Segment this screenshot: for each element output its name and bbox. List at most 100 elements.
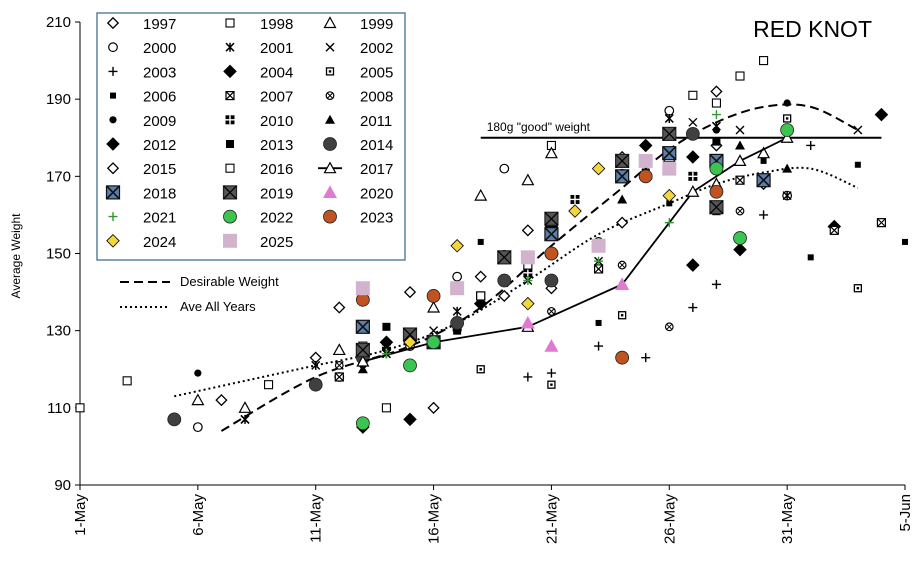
marker-x bbox=[662, 146, 676, 160]
legend-marker bbox=[226, 140, 234, 148]
series-1999-point bbox=[544, 146, 558, 159]
series-2010-point bbox=[688, 171, 698, 181]
series-2007-point bbox=[593, 264, 604, 274]
series-2025-point bbox=[450, 281, 465, 296]
x-tick-label: 11-May bbox=[308, 494, 325, 543]
legend-marker bbox=[325, 91, 335, 100]
series-1999-point bbox=[191, 393, 205, 406]
series-2005-point bbox=[547, 380, 556, 389]
series-2018-point bbox=[355, 319, 370, 334]
series-2003-point bbox=[523, 372, 533, 382]
series-2006-point bbox=[807, 254, 814, 261]
series-2018-point bbox=[544, 227, 559, 242]
legend-label: 2006 bbox=[143, 89, 176, 106]
series-2024-point bbox=[521, 296, 535, 311]
marker-hatch bbox=[544, 211, 559, 226]
y-tick-label: 130 bbox=[46, 323, 71, 340]
series-2025-point bbox=[662, 161, 677, 176]
marker-hatch bbox=[334, 372, 344, 382]
legend-marker bbox=[323, 209, 337, 224]
legend-label: 2003 bbox=[143, 64, 176, 81]
series-2022-point bbox=[355, 416, 370, 431]
series-2003-point bbox=[806, 140, 816, 150]
series-1998-point bbox=[75, 403, 85, 413]
series-2007-point bbox=[735, 175, 745, 185]
series-2003-point bbox=[641, 353, 651, 363]
series-2014-point bbox=[685, 126, 700, 141]
axes: 90 110 130 150 170 190 210 1-May 6-May 11-May 16-M… bbox=[46, 14, 914, 544]
series-2006-point bbox=[760, 157, 767, 164]
series-1999-point bbox=[332, 343, 346, 356]
series-2022-point bbox=[709, 161, 724, 176]
series-2025-point bbox=[591, 238, 606, 253]
legend-marker bbox=[225, 163, 235, 173]
series-2021-point bbox=[381, 349, 391, 359]
marker-hatch bbox=[336, 362, 343, 369]
series-2006-point bbox=[595, 319, 602, 326]
x-tick-label: 21-May bbox=[543, 494, 560, 545]
series-2012-point bbox=[686, 150, 700, 164]
series-2005-point bbox=[617, 311, 627, 320]
legend-marker bbox=[105, 185, 121, 200]
series-2021-point bbox=[594, 256, 604, 266]
chart-title: RED KNOT bbox=[753, 16, 872, 42]
series-2000-point bbox=[192, 422, 203, 433]
marker-x bbox=[356, 320, 370, 334]
series-2021-point bbox=[523, 276, 533, 286]
legend-marker bbox=[323, 137, 337, 151]
legend-label: 2008 bbox=[360, 89, 393, 106]
series-2022-point bbox=[426, 335, 441, 350]
marker-cross bbox=[570, 194, 580, 204]
series-2003-point bbox=[759, 210, 769, 220]
series-2009-point bbox=[712, 126, 721, 134]
series-2006-point bbox=[666, 200, 673, 207]
good-weight-label: 180g "good" weight bbox=[487, 120, 591, 134]
series-2001-point bbox=[664, 113, 674, 123]
marker-dot bbox=[620, 314, 624, 317]
marker-x bbox=[757, 173, 771, 187]
series-2008-point bbox=[617, 260, 627, 270]
legend-marker bbox=[106, 234, 120, 248]
series-1998-point bbox=[688, 90, 698, 100]
series-2013-point bbox=[453, 326, 462, 335]
series-2015-point bbox=[710, 85, 723, 98]
marker-hatch bbox=[225, 91, 235, 101]
series-2025-point bbox=[355, 281, 370, 296]
marker-hatch bbox=[327, 92, 333, 99]
series-2005-point bbox=[476, 365, 485, 374]
series-1997-point bbox=[616, 216, 629, 229]
series-2011-point bbox=[357, 364, 368, 374]
ave-all-years-curve bbox=[174, 166, 859, 398]
y-tick-label: 170 bbox=[46, 168, 71, 185]
y-tick-label: 110 bbox=[47, 400, 71, 417]
series-2015-point bbox=[521, 224, 534, 237]
legend-marker bbox=[223, 64, 237, 79]
curves bbox=[174, 103, 859, 432]
series-2016-point bbox=[711, 98, 721, 108]
series-2023-point bbox=[638, 169, 653, 184]
series-2014-point bbox=[167, 412, 182, 427]
series-2014-point bbox=[450, 316, 465, 330]
marker-cross bbox=[688, 171, 698, 181]
legend-label: 1998 bbox=[260, 16, 293, 33]
series-2000-point bbox=[499, 163, 510, 174]
curve-legend-label: Desirable Weight bbox=[180, 274, 279, 289]
series-2001-point bbox=[311, 360, 321, 370]
series-2023-point bbox=[709, 184, 724, 199]
marker-dot bbox=[328, 70, 332, 73]
series-2008-point bbox=[735, 206, 745, 216]
series-2017-point bbox=[733, 154, 747, 166]
series-2024-point bbox=[568, 204, 582, 218]
series-1999-point bbox=[521, 173, 535, 186]
series-1997-point bbox=[215, 393, 228, 407]
series-2024-point bbox=[591, 161, 606, 176]
series-2017-point bbox=[356, 354, 370, 367]
legend-label: 2025 bbox=[260, 234, 293, 251]
series-2020-point bbox=[544, 339, 559, 352]
data-points bbox=[75, 56, 908, 434]
legend-label: 2021 bbox=[143, 210, 176, 227]
legend-marker bbox=[106, 162, 120, 175]
x-tick-label: 31-May bbox=[779, 494, 796, 545]
legend-label: 2014 bbox=[360, 137, 393, 154]
legend-label: 2000 bbox=[143, 40, 176, 57]
